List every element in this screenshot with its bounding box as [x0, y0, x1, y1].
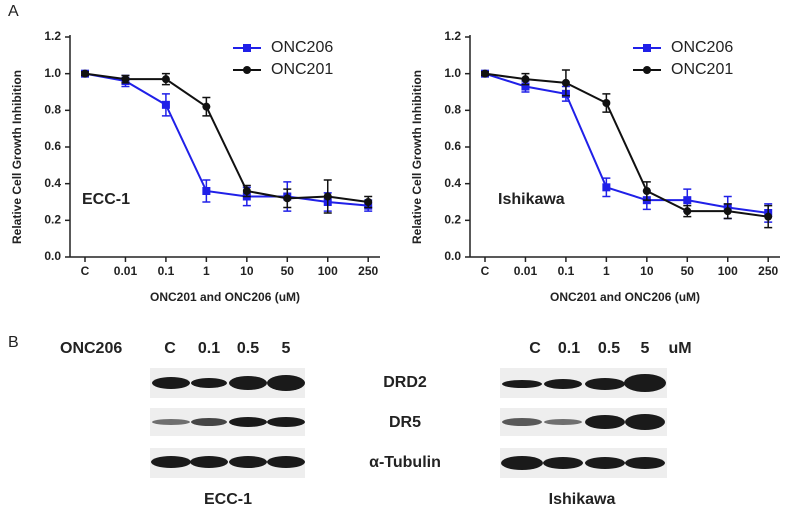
x-tick-label: 0.01 [114, 264, 138, 278]
marker [242, 187, 251, 195]
legend-marker [243, 44, 251, 52]
cell-line-label: Ishikawa [549, 491, 616, 508]
y-tick-label: 0.0 [44, 249, 61, 263]
blot-right [500, 368, 667, 478]
x-tick-label: 1 [203, 264, 210, 278]
panel-label: A [8, 3, 19, 20]
marker [161, 100, 170, 109]
y-tick-label: 0.6 [444, 139, 461, 153]
x-tick-label: C [481, 264, 490, 278]
y-tick-label: 0.6 [44, 139, 61, 153]
y-tick-label: 1.0 [44, 66, 61, 80]
series-line [484, 72, 769, 218]
unit-label: uM [668, 340, 691, 357]
marker [81, 69, 89, 78]
row-label: DRD2 [383, 374, 427, 391]
marker [602, 183, 611, 192]
x-tick-label: 0.01 [514, 264, 538, 278]
x-tick-label: 100 [318, 264, 338, 278]
series-line [84, 72, 369, 207]
x-tick-label: 250 [358, 264, 378, 278]
y-axis-label: Relative Cell Growth Inhibition [410, 70, 424, 244]
blot-left [150, 368, 305, 478]
dose-label: 0.5 [237, 340, 259, 357]
y-tick-label: 1.2 [44, 29, 61, 43]
row-label: DR5 [389, 414, 421, 431]
marker [723, 207, 732, 216]
y-tick-label: 1.2 [444, 29, 461, 43]
y-axis-label: Relative Cell Growth Inhibition [10, 70, 24, 244]
y-tick-label: 0.2 [44, 213, 61, 227]
dose-label: C [164, 340, 176, 357]
marker [121, 75, 130, 84]
y-tick-label: 0.4 [444, 176, 461, 190]
series-line [84, 72, 369, 203]
x-axis-label: ONC201 and ONC206 (uM) [150, 290, 300, 304]
y-tick-label: 0.8 [444, 103, 461, 117]
marker [202, 187, 211, 195]
x-tick-label: 0.1 [158, 264, 175, 278]
marker [481, 69, 489, 78]
x-tick-label: 1 [603, 264, 610, 278]
marker [683, 207, 692, 216]
legend-label: ONC206 [271, 39, 333, 56]
row-label: α-Tubulin [369, 454, 441, 471]
y-tick-label: 0.8 [44, 103, 61, 117]
legend-label: ONC201 [271, 61, 333, 78]
dose-label: 5 [282, 340, 291, 357]
marker [642, 187, 651, 195]
x-tick-label: 50 [681, 264, 695, 278]
y-tick-label: 0.2 [444, 213, 461, 227]
marker [521, 82, 530, 91]
x-tick-label: 250 [758, 264, 778, 278]
dose-label: C [529, 340, 541, 357]
legend-label: ONC206 [671, 39, 733, 56]
marker [521, 75, 530, 84]
cell-line-label: ECC-1 [204, 491, 252, 508]
legend-marker [643, 66, 651, 74]
dose-label: 0.1 [198, 340, 220, 357]
marker [561, 78, 570, 87]
annotation: ECC-1 [82, 191, 130, 208]
x-axis-label: ONC201 and ONC206 (uM) [550, 290, 700, 304]
dose-label: 0.1 [558, 340, 580, 357]
series-line [484, 72, 769, 214]
marker [323, 192, 332, 201]
annotation: Ishikawa [498, 191, 565, 208]
marker [764, 212, 773, 221]
x-tick-label: 50 [281, 264, 295, 278]
marker [161, 75, 170, 84]
y-tick-label: 0.0 [444, 249, 461, 263]
y-tick-label: 0.4 [44, 176, 61, 190]
marker [202, 102, 211, 111]
treatment-label: ONC206 [60, 340, 122, 357]
marker [283, 194, 292, 203]
x-tick-label: 0.1 [558, 264, 575, 278]
blot-panel: ONC206 C 0.1 0.5 5 C 0.1 0.5 5 uM DRD2 D… [60, 340, 692, 508]
marker [602, 99, 611, 107]
y-tick-label: 1.0 [444, 66, 461, 80]
x-tick-label: C [81, 264, 90, 278]
x-tick-label: 10 [640, 264, 654, 278]
marker [364, 198, 373, 206]
x-tick-label: 10 [240, 264, 254, 278]
legend-marker [643, 44, 651, 52]
dose-label: 0.5 [598, 340, 620, 357]
x-tick-label: 100 [718, 264, 738, 278]
dose-label: 5 [641, 340, 650, 357]
legend-marker [243, 66, 251, 74]
legend-label: ONC201 [671, 61, 733, 78]
marker [683, 196, 692, 205]
panel-label: B [8, 334, 19, 351]
